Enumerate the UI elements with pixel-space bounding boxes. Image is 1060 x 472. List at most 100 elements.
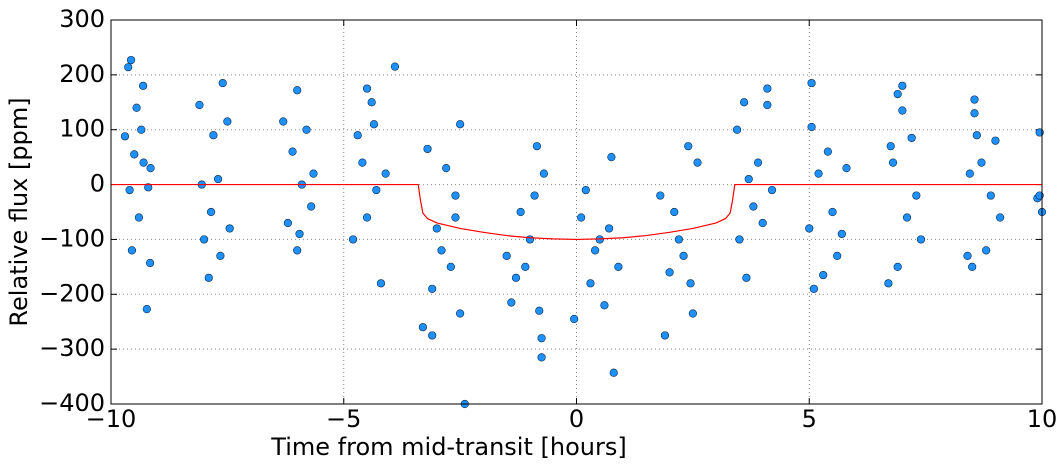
data-point	[656, 191, 665, 200]
y-tick-label: 100	[59, 115, 105, 143]
data-point	[807, 122, 816, 132]
data-point	[293, 246, 302, 255]
data-point	[609, 368, 618, 377]
y-tick-label: −400	[39, 389, 105, 417]
data-point	[996, 213, 1005, 222]
data-point	[451, 213, 460, 222]
data-point	[807, 78, 816, 88]
data-point	[837, 229, 846, 239]
data-point	[735, 235, 744, 244]
data-point	[139, 81, 148, 90]
data-point	[902, 213, 912, 222]
data-point	[893, 262, 902, 271]
data-point	[213, 174, 223, 184]
data-point	[216, 251, 225, 260]
y-tick-label: −100	[39, 224, 105, 252]
y-tick-label: 200	[59, 60, 105, 88]
data-point	[390, 62, 400, 71]
model-line	[111, 183, 1042, 241]
data-point	[132, 103, 141, 112]
data-point	[570, 314, 579, 324]
data-point	[532, 142, 542, 151]
data-point	[693, 158, 702, 167]
data-point	[679, 251, 688, 260]
data-point	[142, 304, 151, 314]
x-axis-label: Time from mid-transit [hours]	[270, 433, 626, 461]
data-point	[372, 185, 381, 195]
data-point	[516, 207, 525, 217]
data-point	[209, 131, 218, 140]
data-point	[604, 224, 614, 233]
data-point	[353, 131, 362, 140]
data-point	[805, 224, 814, 233]
data-point	[423, 144, 432, 154]
data-point	[814, 169, 823, 178]
x-tick-label: 0	[569, 405, 584, 433]
data-point	[293, 86, 302, 95]
data-point	[225, 224, 234, 233]
data-point	[456, 120, 465, 129]
data-point	[367, 98, 376, 107]
data-point	[749, 202, 758, 211]
data-point	[125, 185, 134, 195]
data-point	[763, 84, 772, 93]
data-point	[539, 169, 549, 178]
data-point	[139, 158, 148, 167]
data-point	[600, 301, 609, 310]
data-point	[739, 98, 749, 107]
data-point	[309, 169, 318, 178]
data-point	[753, 158, 763, 167]
data-point	[446, 262, 455, 271]
data-point	[591, 246, 600, 255]
y-axis-label: Relative flux [ppm]	[5, 97, 33, 326]
data-point	[614, 262, 623, 271]
data-point	[684, 142, 693, 151]
data-point	[376, 279, 386, 288]
data-point	[819, 270, 828, 280]
data-point	[530, 191, 539, 200]
data-point	[428, 284, 437, 293]
data-point	[842, 164, 851, 173]
data-point	[732, 125, 742, 134]
data-point	[502, 251, 511, 260]
data-point	[823, 147, 832, 156]
data-point	[369, 120, 379, 129]
data-point	[507, 298, 516, 307]
data-point	[833, 251, 842, 260]
data-point	[195, 100, 204, 110]
data-point	[688, 309, 697, 318]
data-point	[307, 202, 316, 211]
y-tick-label: −200	[39, 279, 105, 307]
x-tick-label: −10	[86, 405, 137, 433]
data-point	[907, 133, 916, 143]
data-point	[127, 246, 137, 255]
x-tick-label: 10	[1027, 405, 1058, 433]
data-point	[982, 246, 991, 255]
data-point	[146, 258, 155, 268]
data-point	[428, 331, 437, 340]
data-point	[200, 235, 209, 244]
data-point	[581, 185, 590, 195]
data-point	[456, 309, 465, 318]
data-point	[586, 279, 595, 288]
data-point	[381, 169, 390, 178]
x-tick-label: −5	[326, 405, 361, 433]
data-point	[577, 213, 586, 222]
data-point	[442, 164, 451, 173]
data-point	[348, 235, 358, 244]
data-point	[916, 235, 926, 244]
data-point	[660, 331, 670, 340]
data-point	[968, 262, 977, 271]
data-point	[358, 158, 367, 167]
y-tick-label: 300	[59, 5, 105, 33]
data-point	[134, 213, 144, 222]
data-point	[302, 125, 311, 134]
data-point	[744, 174, 753, 184]
data-point	[537, 334, 546, 343]
data-point	[137, 125, 146, 134]
data-point	[437, 246, 446, 255]
data-point	[970, 109, 979, 118]
data-point	[146, 164, 155, 173]
data-point	[965, 169, 974, 178]
